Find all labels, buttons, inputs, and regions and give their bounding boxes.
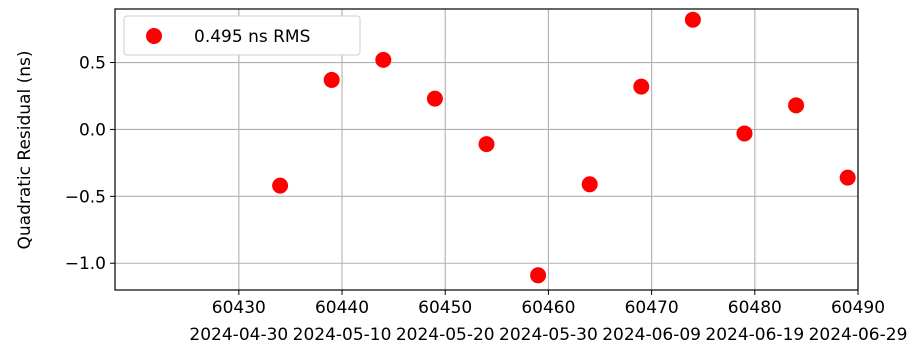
x-date-label: 2024-05-20 xyxy=(396,325,495,345)
data-point xyxy=(736,125,753,142)
data-point xyxy=(581,176,598,193)
legend-label: 0.495 ns RMS xyxy=(194,27,310,47)
x-tick-label: 60440 xyxy=(315,298,369,318)
x-tick-label: 60470 xyxy=(625,298,679,318)
x-tick-label: 60430 xyxy=(212,298,266,318)
x-axis-ticks: 60430 2024-04-30 60440 2024-05-10 60450 2024-… xyxy=(189,290,907,345)
y-tick-label: −1.0 xyxy=(65,254,106,274)
x-tick-label: 60450 xyxy=(418,298,472,318)
x-date-label: 2024-06-29 xyxy=(809,325,908,345)
data-point xyxy=(633,78,650,95)
x-tick-label: 60480 xyxy=(728,298,782,318)
x-tick-label: 60460 xyxy=(521,298,575,318)
x-date-label: 2024-04-30 xyxy=(189,325,288,345)
data-point xyxy=(272,177,289,194)
grid-lines xyxy=(115,9,859,290)
y-tick-label: 0.0 xyxy=(79,120,106,140)
plot-frame xyxy=(114,8,859,291)
y-axis-ticks: 0.5 0.0 −0.5 −1.0 xyxy=(65,54,115,274)
data-point xyxy=(788,97,805,114)
data-point xyxy=(530,267,547,284)
y-tick-label: 0.5 xyxy=(79,54,106,74)
data-point xyxy=(375,51,392,68)
data-point xyxy=(684,11,701,28)
x-date-label: 2024-05-10 xyxy=(293,325,392,345)
legend-marker xyxy=(146,28,162,44)
data-point xyxy=(839,169,856,186)
x-date-label: 2024-06-19 xyxy=(705,325,804,345)
y-tick-label: −0.5 xyxy=(65,187,106,207)
x-date-label: 2024-05-30 xyxy=(499,325,598,345)
data-points xyxy=(272,11,856,284)
y-axis-label: Quadratic Residual (ns) xyxy=(15,50,35,249)
data-point xyxy=(478,136,495,153)
data-point xyxy=(426,90,443,107)
legend-box xyxy=(123,15,361,56)
x-date-label: 2024-06-09 xyxy=(602,325,701,345)
data-point xyxy=(323,71,340,88)
x-tick-label: 60490 xyxy=(831,298,885,318)
legend: 0.495 ns RMS xyxy=(123,15,361,56)
